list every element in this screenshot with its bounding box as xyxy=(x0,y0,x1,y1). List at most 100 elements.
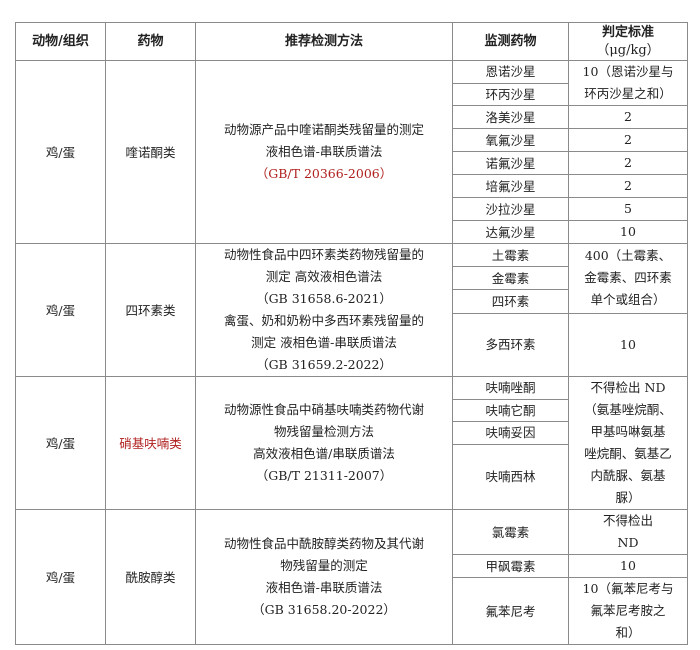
table-row: 鸡/蛋 硝基呋喃类 动物源性食品中硝基呋喃类药物代谢 物残留量检测方法 高效液相色谱/串… xyxy=(15,376,688,510)
monitored-drug-cell: 呋喃西林 xyxy=(452,443,569,510)
standard-cell: 10 xyxy=(568,312,688,378)
standard-line: （氨基唑烷酮、 xyxy=(584,402,672,417)
method-line: （GB/T 21311-2007） xyxy=(255,468,393,483)
monitored-drug-cell: 氯霉素 xyxy=(452,509,569,555)
method-line: 液相色谱-串联质谱法 xyxy=(265,580,383,595)
method-line: 测定 高效液相色谱法 xyxy=(265,269,383,284)
header-animal: 动物/组织 xyxy=(15,22,106,61)
standard-line: 10（恩诺沙星与 xyxy=(582,64,674,79)
table-row: 鸡/蛋 喹诺酮类 动物源产品中喹诺酮类残留量的测定 液相色谱-串联质谱法 （GB/T 2… xyxy=(15,60,688,244)
standard-line: 唑烷酮、氨基乙 xyxy=(584,446,672,461)
monitored-drug-cell: 金霉素 xyxy=(452,266,569,291)
monitored-drug-cell: 恩诺沙星 xyxy=(452,60,569,84)
method-cell: 动物源性食品中硝基呋喃类药物代谢 物残留量检测方法 高效液相色谱/串联质谱法 （GB/… xyxy=(195,376,453,510)
method-line: 动物源产品中喹诺酮类残留量的测定 xyxy=(223,122,424,137)
header-standard-unit: （μg/kg） xyxy=(596,42,660,58)
header-monitored: 监测药物 xyxy=(452,22,569,61)
standard-line: 单个或组合） xyxy=(590,292,666,308)
table-row: 达氟沙星 10 xyxy=(16,220,688,244)
table-row: 鸡/蛋 酰胺醇类 动物性食品中酰胺醇类药物及其代谢 物残留量的测定 液相色谱-串联质谱法… xyxy=(15,509,688,645)
table-row: 诺氟沙星 2 xyxy=(16,151,688,175)
standard-line: 脲） xyxy=(615,490,641,505)
drug-class-cell: 硝基呋喃类 xyxy=(105,376,196,510)
standard-cell: 不得检出 ND xyxy=(568,509,688,555)
table-row: 沙拉沙星 5 xyxy=(16,197,688,221)
standard-line: 内酰脲、氨基 xyxy=(590,468,666,483)
monitored-drug-cell: 呋喃妥因 xyxy=(452,421,569,445)
monitored-drug-cell: 呋喃它酮 xyxy=(452,398,569,422)
monitored-drug-cell: 达氟沙星 xyxy=(452,220,569,244)
standard-cell: 2 xyxy=(568,128,688,152)
header-standard: 判定标准 （μg/kg） xyxy=(568,22,688,61)
standard-line: 环丙沙星之和） xyxy=(584,86,672,101)
standard-line: 2 xyxy=(624,109,632,124)
monitored-drug-cell: 氧氟沙星 xyxy=(452,128,569,152)
standard-line: 2 xyxy=(624,132,632,147)
animal-cell: 鸡/蛋 xyxy=(15,243,106,377)
monitored-drug-cell: 洛美沙星 xyxy=(452,105,569,129)
monitored-drug-cell: 培氟沙星 xyxy=(452,174,569,198)
standard-cell: 2 xyxy=(568,151,688,175)
standard-cell: 400（土霉素、 金霉素、四环素 单个或组合） xyxy=(568,243,688,314)
standard-line: 2 xyxy=(624,155,632,170)
method-line: 测定 液相色谱-串联质谱法 xyxy=(251,335,397,350)
standard-cell: 5 xyxy=(568,197,688,221)
table-row: 金霉素 xyxy=(16,266,688,291)
header-drug: 药物 xyxy=(105,22,196,61)
drug-residue-table: 动物/组织 药物 推荐检测方法 监测药物 判定标准 （μg/kg） 鸡/蛋 喹诺酮… xyxy=(15,22,688,645)
method-line: （GB 31658.20-2022） xyxy=(252,602,396,617)
standard-line: 10（氟苯尼考与 xyxy=(582,581,674,596)
table-row: 多西环素 10 xyxy=(16,312,688,378)
standard-cell: 10（氟苯尼考与 氟苯尼考胺之 和） xyxy=(568,577,688,645)
method-line: 动物源性食品中硝基呋喃类药物代谢 xyxy=(223,402,424,417)
method-cell: 动物性食品中酰胺醇类药物及其代谢 物残留量的测定 液相色谱-串联质谱法 （GB 316… xyxy=(195,509,453,645)
standard-line: ND xyxy=(617,535,639,550)
standard-line: 10 xyxy=(620,558,636,573)
monitored-drug-cell: 氟苯尼考 xyxy=(452,577,569,645)
monitored-drug-cell: 甲砜霉素 xyxy=(452,554,569,578)
monitored-drug-cell: 环丙沙星 xyxy=(452,82,569,106)
standard-line: 5 xyxy=(624,201,632,216)
method-line: 禽蛋、奶和奶粉中多西环素残留量的 xyxy=(223,313,424,328)
monitored-drug-cell: 土霉素 xyxy=(452,242,569,268)
monitored-drug-cell: 四环素 xyxy=(452,289,569,314)
table-row: 甲砜霉素 10 xyxy=(16,554,688,578)
method-line: 动物性食品中四环素类药物残留量的 xyxy=(223,247,424,262)
animal-cell: 鸡/蛋 xyxy=(15,509,106,645)
table-row: 氧氟沙星 2 xyxy=(16,128,688,152)
table-row: 培氟沙星 2 xyxy=(16,174,688,198)
standard-cell: 10（恩诺沙星与 环丙沙星之和） xyxy=(568,60,688,106)
standard-line: 400（土霉素、 xyxy=(584,248,672,264)
standard-line: 不得检出 ND xyxy=(590,380,666,395)
standard-line: 甲基吗啉氨基 xyxy=(590,424,666,439)
drug-class-cell: 四环素类 xyxy=(105,243,196,377)
drug-class-cell: 喹诺酮类 xyxy=(105,60,196,244)
standard-cell: 10 xyxy=(568,554,688,578)
method-line: 液相色谱-串联质谱法 xyxy=(265,144,383,159)
method-line: （GB/T 20366-2006） xyxy=(255,166,393,181)
monitored-drug-cell: 沙拉沙星 xyxy=(452,197,569,221)
header-method: 推荐检测方法 xyxy=(195,22,453,61)
method-line: 物残留量检测方法 xyxy=(273,424,374,439)
standard-line: 不得检出 xyxy=(602,513,653,528)
standard-line: 和） xyxy=(615,625,641,640)
method-line: （GB 31658.6-2021） xyxy=(256,291,392,306)
monitored-drug-cell: 多西环素 xyxy=(452,312,569,378)
table-row: 呋喃西林 xyxy=(16,443,688,510)
header-standard-label: 判定标准 xyxy=(601,24,654,40)
standard-cell: 2 xyxy=(568,174,688,198)
header-row: 动物/组织 药物 推荐检测方法 监测药物 判定标准 （μg/kg） xyxy=(15,22,688,61)
standard-line: 2 xyxy=(624,178,632,193)
standard-line: 氟苯尼考胺之 xyxy=(590,603,666,618)
monitored-drug-cell: 呋喃唑酮 xyxy=(452,376,569,400)
monitored-drug-cell: 诺氟沙星 xyxy=(452,151,569,175)
method-cell: 动物源产品中喹诺酮类残留量的测定 液相色谱-串联质谱法 （GB/T 20366-20… xyxy=(195,60,453,244)
table-row: 鸡/蛋 四环素类 动物性食品中四环素类药物残留量的 测定 高效液相色谱法 （GB 316… xyxy=(15,242,688,377)
standard-cell: 2 xyxy=(568,105,688,129)
method-cell: 动物性食品中四环素类药物残留量的 测定 高效液相色谱法 （GB 31658.6-20… xyxy=(195,243,453,377)
method-line: 动物性食品中酰胺醇类药物及其代谢 xyxy=(223,536,424,551)
method-line: （GB 31659.2-2022） xyxy=(256,357,392,372)
table-row: 氟苯尼考 10（氟苯尼考与 氟苯尼考胺之 和） xyxy=(16,577,688,645)
standard-cell: 10 xyxy=(568,220,688,244)
standard-line: 金霉素、四环素 xyxy=(584,270,672,286)
